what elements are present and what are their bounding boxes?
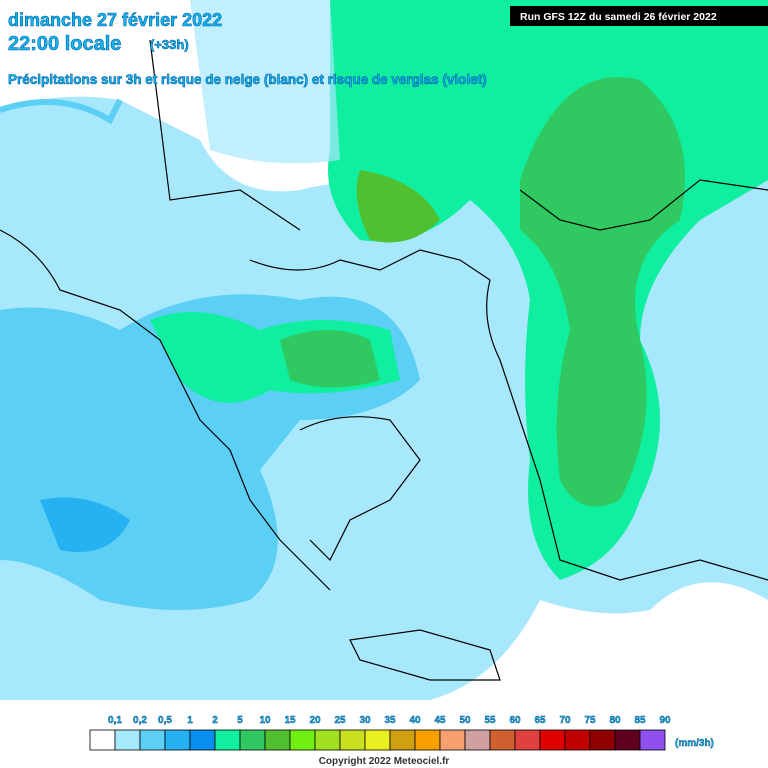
legend-label: 20 <box>309 715 321 726</box>
legend-label: 30 <box>359 715 371 726</box>
legend-swatch <box>539 729 566 751</box>
legend-swatch <box>189 729 216 751</box>
coastlines <box>0 39 768 681</box>
legend-label: 0,1 <box>108 715 122 726</box>
legend-swatch <box>389 729 416 751</box>
lead-time: (+33h) <box>150 37 189 52</box>
legend-label: 10 <box>259 715 271 726</box>
legend-swatch <box>514 729 541 751</box>
precipitation-field <box>0 0 768 700</box>
legend-label: 85 <box>634 715 646 726</box>
subtitle: Précipitations sur 3h et risque de neige… <box>8 72 487 87</box>
legend-label: 15 <box>284 715 296 726</box>
legend-label: 0,5 <box>158 715 172 726</box>
legend-label: 1 <box>187 715 193 726</box>
legend-label: 70 <box>559 715 571 726</box>
legend-swatch <box>639 729 666 751</box>
legend-label: 55 <box>484 715 496 726</box>
legend-swatch <box>339 729 366 751</box>
legend-swatch <box>439 729 466 751</box>
legend-swatch <box>114 729 141 751</box>
legend-swatch <box>89 729 116 751</box>
date: dimanche 27 février 2022 <box>8 10 222 30</box>
run-box <box>510 6 768 26</box>
legend-label: 75 <box>584 715 596 726</box>
legend-swatch <box>314 729 341 751</box>
legend-swatch <box>364 729 391 751</box>
legend-label: 2 <box>212 715 218 726</box>
legend-swatch <box>589 729 616 751</box>
legend-swatch <box>414 729 441 751</box>
legend-label: 5 <box>237 715 243 726</box>
legend-swatch <box>564 729 591 751</box>
run-info: Run GFS 12Z du samedi 26 février 2022 <box>520 11 717 23</box>
legend-label: 65 <box>534 715 546 726</box>
legend-swatch <box>614 729 641 751</box>
legend-swatch <box>464 729 491 751</box>
legend-swatch <box>239 729 266 751</box>
legend-label: 35 <box>384 715 396 726</box>
legend-swatch <box>139 729 166 751</box>
legend-label: 0,2 <box>133 715 147 726</box>
time: 22:00 locale <box>8 33 121 55</box>
copyright: Copyright 2022 Meteociel.fr <box>319 756 450 767</box>
legend-unit: (mm/3h) <box>675 738 714 749</box>
legend-label: 60 <box>509 715 521 726</box>
legend-label: 45 <box>434 715 446 726</box>
legend-swatch <box>164 729 191 751</box>
legend-label: 50 <box>459 715 471 726</box>
legend-swatch <box>264 729 291 751</box>
legend-label: 25 <box>334 715 346 726</box>
legend-swatch <box>289 729 316 751</box>
legend: 0,1 0,2 0,5 1 2 5 10 15 20 25 30 35 40 45 50 55 60 65 70 75… <box>89 715 671 751</box>
legend-label: 80 <box>609 715 621 726</box>
legend-label: 90 <box>659 715 671 726</box>
legend-label: 40 <box>409 715 421 726</box>
legend-swatch <box>214 729 241 751</box>
legend-swatch <box>489 729 516 751</box>
